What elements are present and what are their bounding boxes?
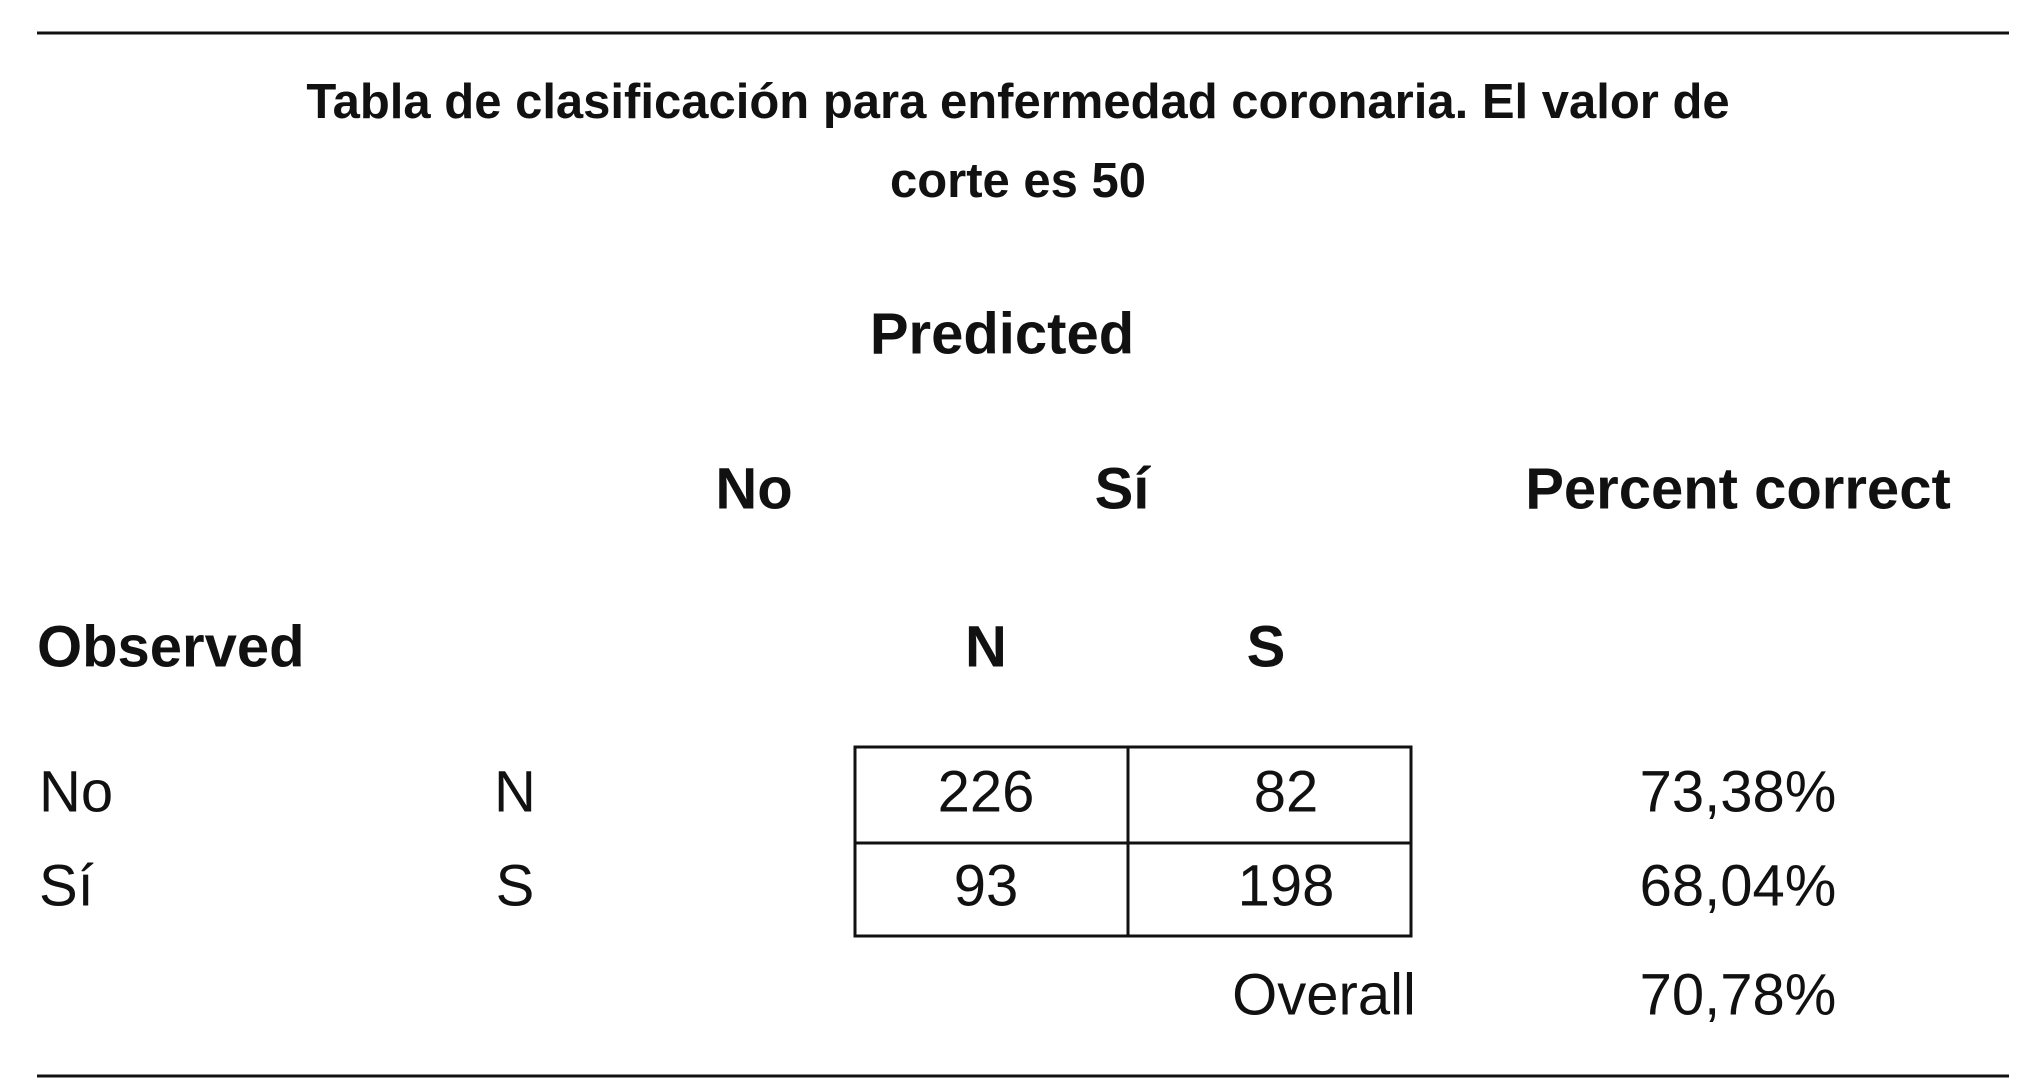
- row-code: N: [494, 759, 536, 824]
- predicted-header: Predicted: [870, 301, 1134, 366]
- percent-value: 68,04%: [1640, 853, 1837, 918]
- title-line-1: Tabla de clasificación para enfermedad c…: [306, 75, 1729, 129]
- col-no: No: [715, 456, 792, 521]
- title-line-2: corte es 50: [890, 154, 1146, 208]
- percent-value: 73,38%: [1640, 759, 1837, 824]
- cell-value: 93: [954, 853, 1019, 918]
- cell-value: 82: [1254, 759, 1319, 824]
- overall-value: 70,78%: [1640, 962, 1837, 1027]
- row-label: Sí: [39, 853, 94, 918]
- col-s: S: [1247, 614, 1286, 679]
- cell-value: 198: [1238, 853, 1335, 918]
- col-percent: Percent correct: [1525, 456, 1951, 521]
- observed-header: Observed: [37, 614, 305, 679]
- col-si: Sí: [1095, 456, 1152, 521]
- cell-box: [1126, 841, 1413, 938]
- row-label: No: [39, 759, 113, 824]
- overall-label: Overall: [1232, 962, 1416, 1027]
- row-code: S: [496, 853, 535, 918]
- col-n: N: [965, 614, 1007, 679]
- cell-value: 226: [938, 759, 1035, 824]
- table-body: No N 226 82 73,38% Sí S 93 198 68,04%: [39, 759, 1836, 918]
